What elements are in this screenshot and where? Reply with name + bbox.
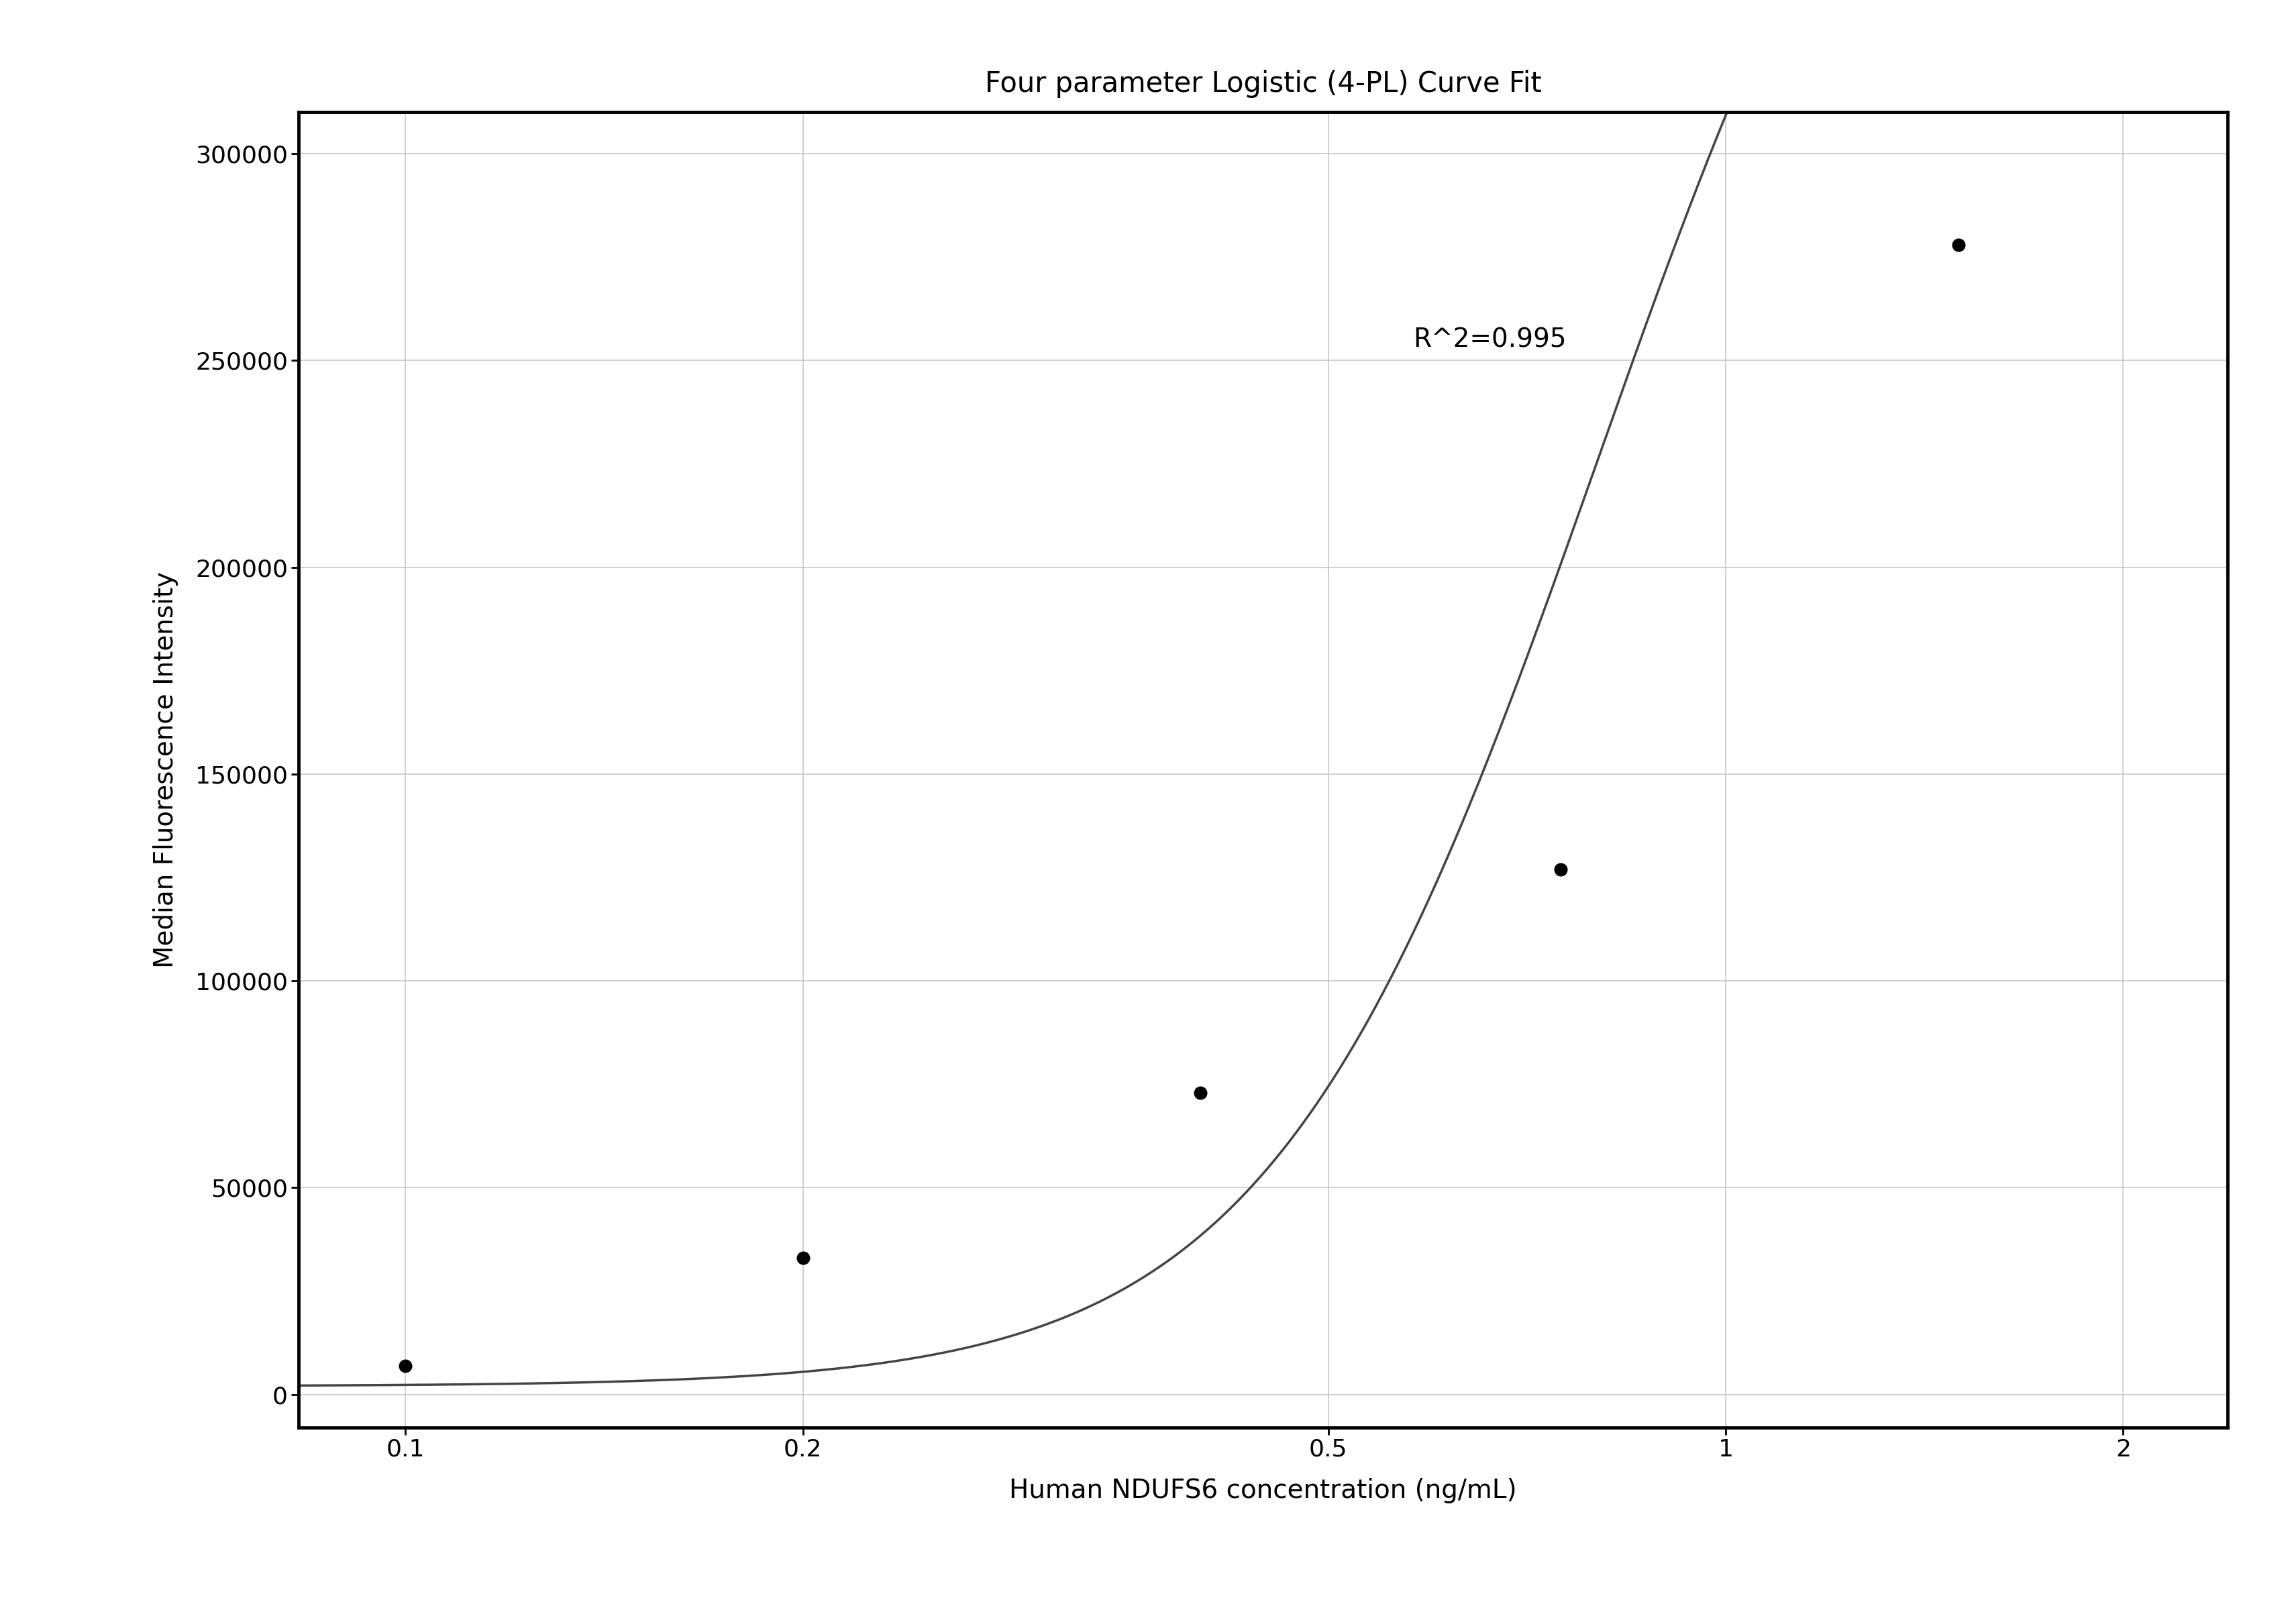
Point [1543,857,1580,882]
Point [785,1245,822,1270]
Point [1940,233,1977,258]
X-axis label: Human NDUFS6 concentration (ng/mL): Human NDUFS6 concentration (ng/mL) [1008,1477,1518,1503]
Y-axis label: Median Fluorescence Intensity: Median Fluorescence Intensity [154,571,179,969]
Point [388,1352,425,1378]
Text: R^2=0.995: R^2=0.995 [1412,327,1566,353]
Point [1182,1079,1219,1105]
Title: Four parameter Logistic (4-PL) Curve Fit: Four parameter Logistic (4-PL) Curve Fit [985,69,1541,98]
